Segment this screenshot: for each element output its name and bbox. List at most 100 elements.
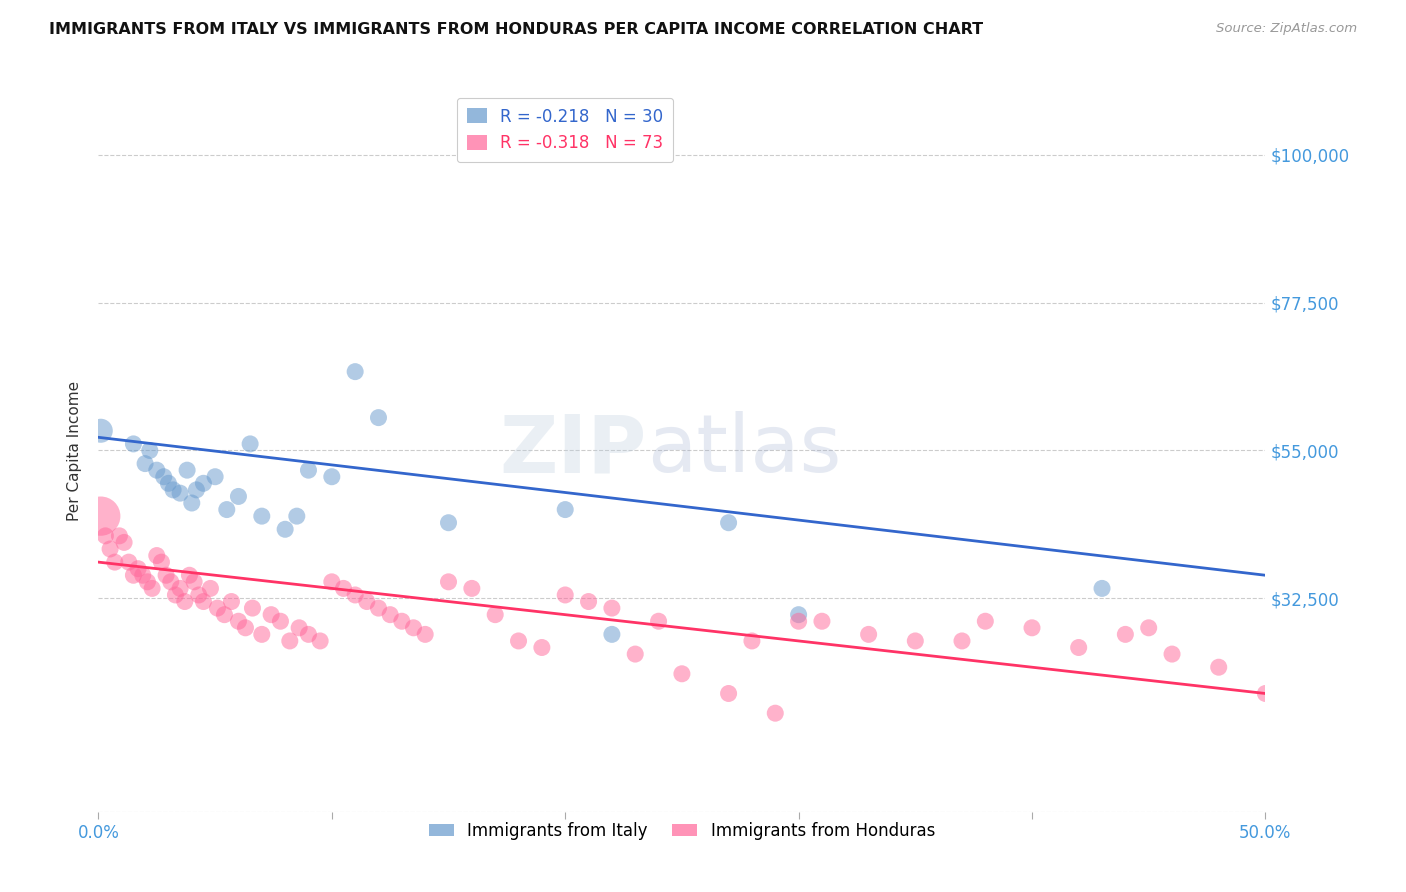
Point (104, 555, 127, 569)
Point (173, 594, 195, 608)
Point (228, 614, 250, 628)
Point (554, 588, 576, 602)
Point (139, 443, 162, 458)
Point (250, 627, 273, 641)
Point (134, 457, 156, 471)
Point (437, 574, 460, 589)
Point (671, 666, 693, 681)
Point (344, 365, 367, 379)
Point (297, 627, 319, 641)
Point (228, 490, 250, 504)
Point (647, 614, 669, 628)
Point (600, 601, 623, 615)
Point (578, 594, 600, 608)
Point (1067, 640, 1090, 655)
Point (484, 607, 506, 622)
Point (858, 627, 880, 641)
Point (193, 476, 215, 491)
Point (214, 607, 236, 622)
Point (108, 529, 131, 543)
Point (332, 582, 354, 596)
Point (285, 509, 308, 524)
Point (176, 463, 198, 477)
Text: ZIP: ZIP (499, 411, 647, 490)
Point (165, 588, 187, 602)
Point (717, 516, 740, 530)
Point (741, 634, 763, 648)
Point (94, 529, 117, 543)
Point (1254, 686, 1277, 700)
Point (437, 516, 460, 530)
Point (554, 502, 576, 516)
Point (1114, 627, 1136, 641)
Point (321, 574, 343, 589)
Point (157, 476, 180, 491)
Point (269, 614, 291, 628)
Point (624, 647, 647, 661)
Point (169, 486, 191, 500)
Point (221, 594, 243, 608)
Point (391, 614, 413, 628)
Point (787, 614, 810, 628)
Point (1091, 582, 1114, 596)
Point (413, 627, 436, 641)
Point (186, 483, 208, 497)
Point (155, 568, 177, 582)
Point (122, 568, 145, 582)
Point (344, 588, 367, 602)
Point (904, 634, 927, 648)
Point (204, 469, 226, 483)
Point (180, 496, 202, 510)
Point (200, 582, 222, 596)
Point (152, 469, 174, 483)
Point (380, 607, 402, 622)
Point (250, 509, 273, 524)
Point (297, 463, 319, 477)
Point (179, 568, 201, 582)
Point (90, 509, 112, 524)
Text: Source: ZipAtlas.com: Source: ZipAtlas.com (1216, 22, 1357, 36)
Point (141, 582, 163, 596)
Point (146, 463, 169, 477)
Point (717, 686, 740, 700)
Point (321, 469, 343, 483)
Point (367, 410, 389, 425)
Point (811, 614, 834, 628)
Legend: Immigrants from Italy, Immigrants from Honduras: Immigrants from Italy, Immigrants from H… (422, 815, 942, 847)
Text: IMMIGRANTS FROM ITALY VS IMMIGRANTS FROM HONDURAS PER CAPITA INCOME CORRELATION : IMMIGRANTS FROM ITALY VS IMMIGRANTS FROM… (49, 22, 983, 37)
Point (600, 627, 623, 641)
Point (122, 437, 145, 451)
Point (207, 601, 229, 615)
Point (974, 614, 997, 628)
Point (118, 555, 141, 569)
Point (508, 634, 530, 648)
Point (136, 574, 159, 589)
Point (402, 621, 425, 635)
Point (90, 424, 112, 438)
Point (169, 582, 191, 596)
Point (193, 594, 215, 608)
Point (183, 574, 205, 589)
Point (787, 607, 810, 622)
Point (1137, 621, 1160, 635)
Point (367, 601, 389, 615)
Point (132, 568, 155, 582)
Point (112, 535, 135, 549)
Point (950, 634, 973, 648)
Point (530, 640, 553, 655)
Point (260, 607, 283, 622)
Point (98, 541, 121, 556)
Point (1208, 660, 1230, 674)
Point (162, 483, 184, 497)
Y-axis label: Per Capita Income: Per Capita Income (67, 380, 83, 521)
Point (159, 574, 181, 589)
Point (215, 502, 238, 516)
Point (239, 437, 262, 451)
Point (278, 634, 301, 648)
Point (461, 582, 484, 596)
Point (150, 555, 173, 569)
Point (1161, 647, 1184, 661)
Point (146, 549, 169, 563)
Point (235, 621, 257, 635)
Text: atlas: atlas (647, 411, 841, 490)
